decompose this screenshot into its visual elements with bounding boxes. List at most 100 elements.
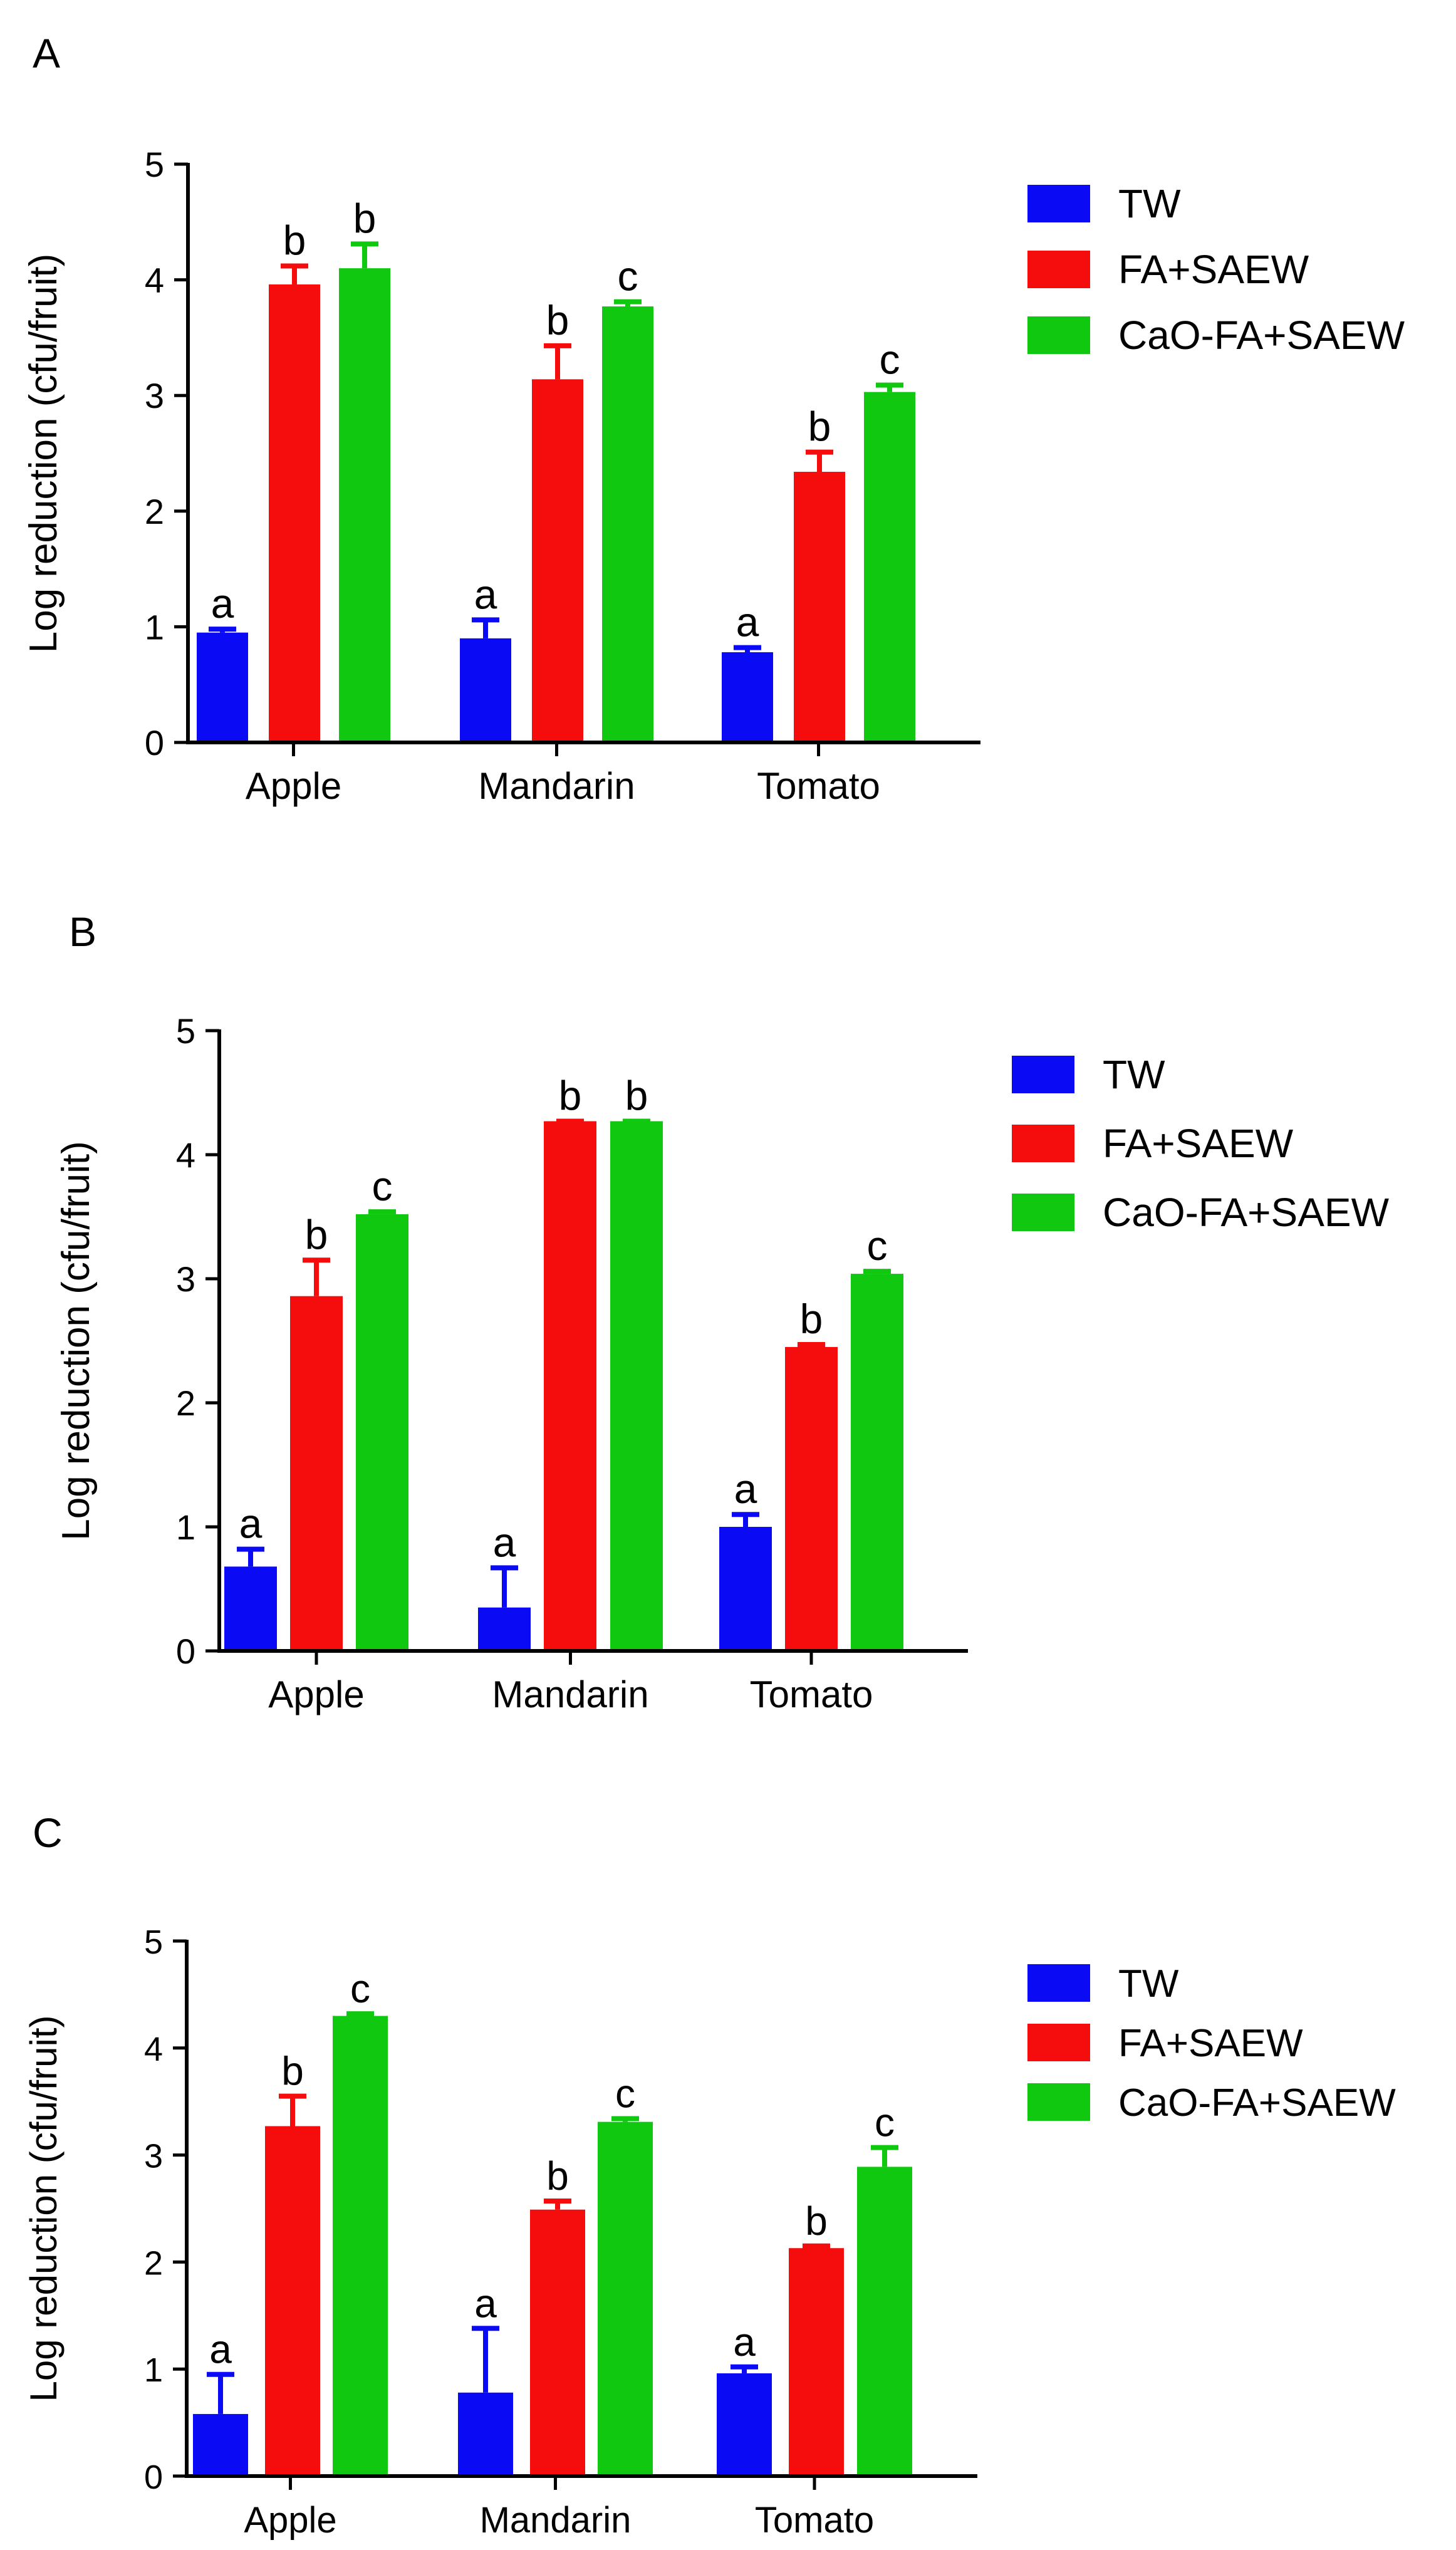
x-tick-label: Apple [268, 1673, 364, 1715]
bar [717, 2373, 772, 2476]
legend-label: CaO-FA+SAEW [1103, 1190, 1390, 1235]
bar [598, 2121, 653, 2476]
bar [530, 2209, 585, 2476]
y-tick-label: 0 [176, 1631, 195, 1671]
panel-label: C [33, 1809, 63, 1856]
chart-panel-a: A 0 1 2 3 4 5 Log reduction (cfu/fruit) a a a b b b b c… [0, 0, 1456, 852]
x-tick-label: Mandarin [480, 2500, 632, 2541]
significance-letter: c [618, 253, 638, 299]
y-tick-label: 2 [144, 2244, 163, 2282]
significance-letter: c [615, 2071, 635, 2116]
bar [864, 392, 915, 742]
y-tick-label: 4 [144, 2031, 163, 2068]
significance-letter: a [474, 2281, 497, 2326]
y-tick-label: 1 [145, 607, 164, 647]
legend-label: FA+SAEW [1118, 247, 1309, 292]
significance-letter: a [239, 1501, 263, 1547]
x-tick-label: Tomato [757, 765, 880, 807]
significance-letter: b [281, 2049, 304, 2094]
significance-letter: c [350, 1966, 370, 2011]
legend-label: FA+SAEW [1103, 1121, 1294, 1166]
bar [460, 638, 511, 742]
significance-letter: a [736, 599, 759, 645]
significance-letter: a [734, 1465, 757, 1512]
significance-letter: c [875, 2100, 895, 2145]
bar [339, 268, 390, 742]
bar [851, 1274, 903, 1651]
x-tick-label: Mandarin [492, 1673, 648, 1715]
legend-swatch [1012, 1194, 1074, 1231]
legend-label: TW [1103, 1052, 1165, 1097]
panel-label: A [33, 30, 60, 76]
y-tick-label: 3 [144, 2138, 163, 2175]
significance-letter: c [867, 1222, 888, 1269]
significance-letter: b [625, 1073, 648, 1119]
x-tick-label: Apple [246, 765, 341, 807]
legend-swatch [1027, 185, 1090, 222]
chart-panel-b: B 0 1 2 3 4 5 Log reduction (cfu/fruit) a a a b b b c b… [0, 896, 1456, 1748]
bar [224, 1566, 277, 1651]
x-tick-label: Mandarin [478, 765, 635, 807]
bar [290, 1296, 343, 1651]
significance-letter: c [880, 336, 900, 383]
significance-letter: b [283, 217, 306, 263]
significance-letter: b [353, 195, 377, 241]
bar [356, 1214, 408, 1651]
y-tick-label: 2 [145, 492, 164, 531]
bar [333, 2016, 388, 2476]
bar [532, 379, 583, 742]
bar [722, 652, 773, 742]
legend-swatch [1027, 251, 1090, 288]
bar [544, 1121, 596, 1651]
bar [789, 2248, 844, 2476]
significance-letter: b [546, 2153, 569, 2199]
significance-letter: b [800, 1296, 823, 1342]
legend-swatch [1027, 2083, 1090, 2121]
significance-letter: a [733, 2319, 756, 2365]
legend-swatch [1012, 1056, 1074, 1093]
chart-panel-c: C 0 1 2 3 4 5 Log reduction (cfu/fruit) a a a b b b c c… [0, 1798, 1456, 2550]
bar [610, 1121, 663, 1651]
y-tick-label: 5 [145, 145, 164, 184]
panel-label: B [69, 908, 96, 955]
y-tick-label: 4 [176, 1135, 195, 1175]
y-tick-label: 3 [176, 1259, 195, 1299]
legend-label: CaO-FA+SAEW [1118, 313, 1405, 358]
significance-letter: b [808, 403, 831, 450]
bar [719, 1527, 772, 1651]
legend-label: FA+SAEW [1118, 2022, 1303, 2065]
y-axis-label: Log reduction (cfu/fruit) [23, 2016, 65, 2402]
significance-letter: b [805, 2199, 828, 2244]
x-tick-label: Tomato [750, 1673, 873, 1715]
y-tick-label: 3 [145, 376, 164, 415]
bar [478, 1607, 531, 1651]
y-tick-label: 1 [144, 2351, 163, 2389]
chart-svg-c: C 0 1 2 3 4 5 Log reduction (cfu/fruit) a a a b b b c c… [23, 1809, 1396, 2541]
bar [269, 284, 320, 742]
significance-letter: b [546, 297, 569, 343]
significance-letter: a [211, 580, 234, 627]
bar [785, 1346, 838, 1651]
y-tick-label: 0 [144, 2459, 163, 2496]
y-tick-label: 4 [145, 261, 164, 300]
x-tick-label: Tomato [755, 2500, 874, 2541]
y-axis-label: Log reduction (cfu/fruit) [55, 1141, 98, 1541]
significance-letter: a [493, 1519, 516, 1565]
chart-svg-a: A 0 1 2 3 4 5 Log reduction (cfu/fruit) a a a b b b b c… [22, 30, 1405, 807]
significance-letter: a [474, 571, 497, 617]
significance-letter: b [559, 1073, 582, 1119]
bar [602, 306, 653, 743]
x-tick-label: Apple [244, 2500, 336, 2541]
significance-letter: b [305, 1211, 328, 1257]
bar [458, 2392, 513, 2476]
y-axis-label: Log reduction (cfu/fruit) [22, 254, 65, 653]
legend-label: TW [1118, 181, 1181, 226]
y-tick-label: 0 [145, 723, 164, 762]
bar [857, 2167, 912, 2476]
bar [193, 2413, 248, 2476]
legend-label: CaO-FA+SAEW [1118, 2081, 1396, 2125]
legend-swatch [1027, 2024, 1090, 2061]
bar [794, 472, 845, 742]
y-tick-label: 5 [144, 1923, 163, 1961]
